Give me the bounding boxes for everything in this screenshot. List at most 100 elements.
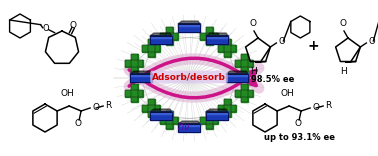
Bar (178, 23, 200, 26)
Bar (200, 117, 218, 124)
Bar (200, 32, 218, 39)
Polygon shape (150, 109, 172, 112)
Polygon shape (178, 121, 200, 124)
Text: O: O (69, 21, 76, 30)
Bar (150, 36, 172, 44)
Bar (206, 36, 228, 44)
Bar (142, 44, 160, 51)
Bar (160, 32, 178, 39)
Bar (206, 27, 212, 45)
Bar (178, 124, 200, 132)
Bar (150, 36, 172, 44)
Bar (178, 123, 200, 126)
Bar (206, 111, 212, 129)
Text: O: O (369, 37, 375, 46)
Bar (235, 59, 253, 66)
Bar (166, 111, 172, 129)
Bar (130, 74, 152, 82)
Bar (160, 32, 178, 39)
Polygon shape (206, 33, 228, 36)
Bar (206, 35, 228, 38)
Bar (235, 59, 253, 66)
Polygon shape (206, 109, 228, 112)
Bar (130, 84, 138, 102)
Text: Adsorb/desorb: Adsorb/desorb (152, 73, 226, 81)
Text: O: O (294, 119, 302, 127)
Bar (147, 39, 155, 57)
Bar (150, 112, 172, 120)
Text: R: R (325, 100, 332, 110)
Text: +: + (307, 39, 319, 53)
Bar (130, 84, 138, 102)
Text: O: O (249, 19, 257, 28)
Text: O: O (278, 37, 285, 46)
Bar (200, 32, 218, 39)
Bar (218, 105, 236, 112)
Bar (223, 99, 231, 117)
Bar (130, 54, 138, 72)
Bar (206, 112, 228, 120)
Bar (178, 24, 200, 32)
Polygon shape (178, 21, 200, 24)
Polygon shape (226, 71, 248, 74)
Bar (206, 111, 212, 129)
Text: OH: OH (280, 89, 294, 98)
Bar (240, 54, 248, 72)
Bar (226, 74, 248, 82)
Bar (206, 27, 212, 45)
FancyArrowPatch shape (129, 58, 256, 86)
Bar (150, 111, 172, 114)
Text: H: H (340, 67, 347, 76)
Bar (130, 74, 152, 82)
Bar (223, 39, 231, 57)
Text: O: O (312, 102, 319, 112)
Polygon shape (130, 71, 152, 74)
Text: O: O (42, 24, 49, 33)
Bar (240, 84, 248, 102)
Bar (125, 59, 143, 66)
Bar (160, 117, 178, 124)
Text: R: R (105, 100, 112, 110)
Bar (218, 105, 236, 112)
Bar (235, 90, 253, 97)
Bar (178, 124, 200, 132)
Bar (178, 24, 200, 32)
Bar (218, 44, 236, 51)
Text: OH: OH (60, 89, 74, 98)
Bar (147, 99, 155, 117)
Text: $h\nu$: $h\nu$ (177, 120, 191, 132)
Bar (147, 99, 155, 117)
Bar (206, 36, 228, 44)
Text: O: O (74, 119, 82, 127)
Bar (206, 112, 228, 120)
Bar (142, 44, 160, 51)
Text: up to 93.1% ee: up to 93.1% ee (265, 134, 336, 142)
FancyArrowPatch shape (129, 70, 256, 98)
Bar (130, 73, 152, 76)
Bar (223, 39, 231, 57)
Bar (240, 54, 248, 72)
Bar (226, 73, 248, 76)
Text: H: H (250, 67, 257, 76)
Bar (142, 105, 160, 112)
Bar (223, 99, 231, 117)
Bar (150, 112, 172, 120)
FancyArrowPatch shape (129, 59, 259, 88)
Bar (240, 84, 248, 102)
Bar (166, 27, 172, 45)
Polygon shape (150, 33, 172, 36)
FancyArrowPatch shape (129, 68, 259, 97)
Text: 98.5% ee: 98.5% ee (251, 75, 295, 83)
Bar (166, 111, 172, 129)
Bar (125, 90, 143, 97)
Bar (147, 39, 155, 57)
Bar (142, 105, 160, 112)
Bar (166, 27, 172, 45)
Bar (200, 117, 218, 124)
Bar (125, 59, 143, 66)
Bar (130, 54, 138, 72)
Text: O: O (92, 102, 99, 112)
Text: O: O (339, 19, 347, 28)
Bar (160, 117, 178, 124)
Bar (235, 90, 253, 97)
